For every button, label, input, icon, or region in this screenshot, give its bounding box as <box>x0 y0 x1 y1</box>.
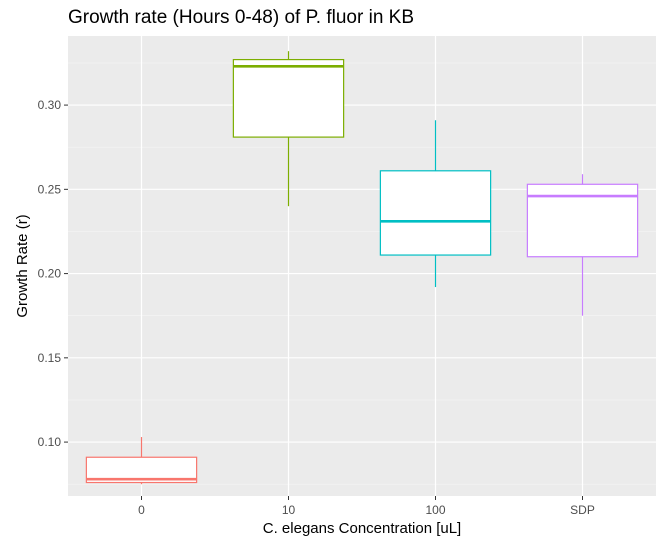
x-tick-label: 100 <box>425 503 445 517</box>
box-3 <box>379 120 492 288</box>
x-tick-label: SDP <box>570 503 595 517</box>
box-2 <box>232 51 345 207</box>
y-tick-label: 0.30 <box>38 98 62 112</box>
plot-panel <box>68 36 656 496</box>
box-4 <box>526 174 639 316</box>
x-tick-label: 0 <box>138 503 145 517</box>
box-iqr <box>232 58 345 138</box>
chart-title: Growth rate (Hours 0-48) of P. fluor in … <box>68 7 414 28</box>
x-tick-label: 10 <box>282 503 296 517</box>
y-tick-label: 0.25 <box>38 182 62 196</box>
y-tick-label: 0.10 <box>38 435 62 449</box>
tick-layer: 0.10 0.15 0.20 0.25 0.30 0 10 100 SDP <box>38 98 595 517</box>
y-axis-title: Growth Rate (r) <box>14 214 31 317</box>
box-iqr <box>379 170 492 256</box>
box-1 <box>85 437 198 485</box>
y-tick-label: 0.15 <box>38 351 62 365</box>
y-tick-label: 0.20 <box>38 267 62 281</box>
box-layer <box>85 51 639 485</box>
x-axis-title: C. elegans Concentration [uL] <box>263 520 461 537</box>
